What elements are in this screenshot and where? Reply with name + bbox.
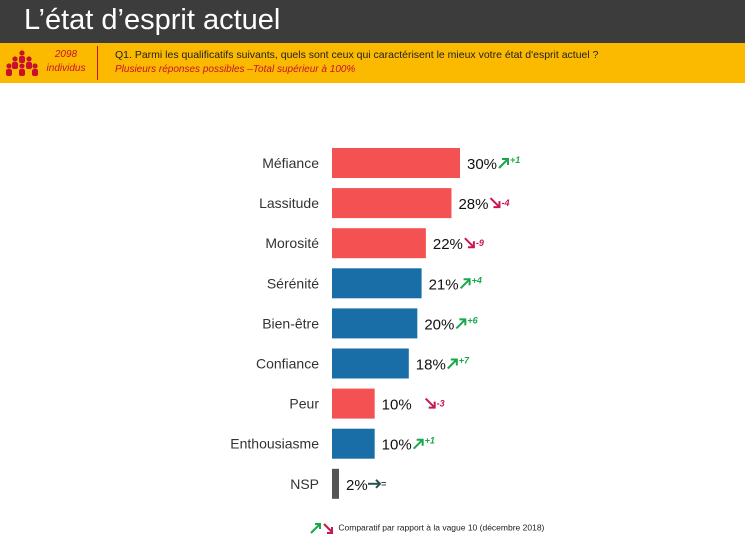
delta-label: +1: [425, 436, 435, 446]
value-label: 20%: [424, 316, 454, 333]
question-note: Plusieurs réponses possibles –Total supé…: [115, 64, 356, 75]
trend-up-icon: [447, 358, 458, 370]
bar-chart: Méfiance 30% +1 Lassitude 28% -4 Morosité 22% -9…: [230, 148, 520, 499]
trend-up-icon: [455, 318, 467, 330]
delta-label: =: [381, 479, 387, 489]
sample-unit: individus: [46, 63, 86, 74]
trend-arrows-icon: [310, 523, 333, 534]
category-label: Bien-être: [262, 315, 319, 331]
category-label: Méfiance: [262, 155, 319, 171]
value-label: 30%: [467, 156, 497, 173]
category-label: Morosité: [265, 235, 319, 251]
delta-label: +4: [472, 275, 482, 285]
value-label: 10%: [382, 397, 412, 414]
question-text: Q1. Parmi les qualificatifs suivants, qu…: [115, 49, 599, 61]
trend-up-icon: [412, 438, 424, 450]
trend-down-icon: [489, 197, 501, 209]
category-label: Confiance: [256, 356, 319, 372]
category-label: NSP: [290, 476, 319, 492]
delta-label: +6: [467, 315, 478, 325]
trend-up-icon: [498, 158, 509, 169]
delta-label: +7: [459, 356, 470, 366]
value-label: 18%: [416, 357, 446, 374]
delta-label: -9: [476, 238, 484, 248]
delta-label: -3: [437, 399, 445, 409]
value-label: 2%: [346, 477, 368, 494]
bar: [332, 188, 452, 219]
category-label: Enthousiasme: [230, 436, 319, 452]
bar: [332, 428, 375, 459]
bar: [332, 228, 426, 259]
trend-down-icon: [424, 397, 436, 409]
trend-down-icon: [464, 237, 475, 249]
value-label: 10%: [382, 437, 412, 454]
legend-text: Comparatif par rapport à la vague 10 (dé…: [338, 522, 545, 533]
bar: [332, 348, 409, 379]
question-bar: [0, 43, 745, 83]
value-label: 21%: [429, 276, 459, 293]
delta-label: +1: [510, 155, 520, 165]
bar: [332, 148, 460, 178]
bar: [332, 268, 422, 299]
sample-count: 2098: [54, 49, 78, 60]
bar: [332, 388, 375, 419]
sample-size: 2098 individus: [40, 48, 92, 76]
category-label: Peur: [289, 396, 319, 412]
trend-up-icon: [459, 278, 471, 290]
page-title: L’état d’esprit actuel: [24, 4, 281, 36]
people-icon: [6, 50, 38, 76]
title-bar: L’état d’esprit actuel: [0, 0, 745, 43]
trend-flat-icon: [368, 479, 382, 489]
bar: [332, 468, 339, 499]
category-label: Sérénité: [267, 275, 319, 291]
bar: [332, 308, 418, 339]
value-label: 28%: [458, 196, 488, 213]
delta-label: -4: [501, 198, 509, 208]
chart-legend: Comparatif par rapport à la vague 10 (dé…: [310, 522, 544, 534]
category-label: Lassitude: [259, 195, 319, 211]
value-label: 22%: [433, 236, 463, 253]
header-separator: [97, 46, 98, 80]
